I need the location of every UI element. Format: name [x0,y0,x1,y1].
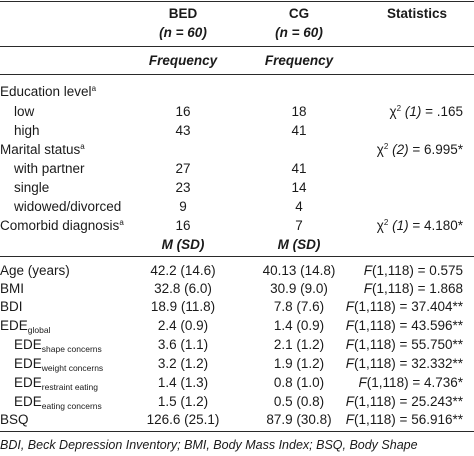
bed-msd-label: M (SD) [161,237,205,252]
cg-ede-eating: 0.5 (0.8) [273,394,325,409]
row-label-ede-shape: EDEshape concerns [14,337,102,354]
cg-ede-global: 1.4 (0.9) [273,318,325,333]
row-label-bdi: BDI [0,299,23,314]
row-label-ede-weight: EDEweight concerns [14,356,104,373]
msd-divider-rule [0,256,474,257]
statistics-column-title: Statistics [386,6,448,21]
row-label-widowed: widowed/divorced [14,199,122,214]
cg-bsq: 87.9 (30.8) [266,412,332,427]
bed-column-n: (n = 60) [159,25,207,40]
table-bottom-rule [0,431,474,432]
frequency-divider-rule [0,74,474,75]
cg-column-title: CG [288,6,310,21]
cg-bdi: 7.8 (7.6) [273,299,325,314]
cg-ede-shape: 2.1 (1.2) [273,337,325,352]
cg-bmi: 30.9 (9.0) [270,281,328,296]
bed-edu-low: 16 [175,104,191,119]
bed-ede-weight: 3.2 (1.2) [157,356,209,371]
bed-bdi: 18.9 (11.8) [150,299,216,314]
row-label-age: Age (years) [0,263,70,278]
cg-widowed: 4 [295,199,303,214]
stat-ede-weight: F(1,118) = 32.332** [345,356,463,371]
row-label-ede-restraint: EDErestraint eating [14,375,98,392]
stat-age: F(1,118) = 0.575 [363,263,463,278]
cg-comorbid: 7 [295,218,303,233]
cg-msd-label: M (SD) [277,237,321,252]
bed-edu-high: 43 [175,123,191,138]
row-label-bmi: BMI [0,281,25,296]
stat-ede-shape: F(1,118) = 55.750** [345,337,463,352]
bed-with-partner: 27 [175,161,191,176]
stat-education: χ2 (1) = .165 [389,104,463,119]
cg-age: 40.13 (14.8) [262,263,336,278]
bed-frequency-label: Frequency [148,53,218,68]
bed-single: 23 [175,180,191,195]
row-label-bsq: BSQ [0,412,29,427]
row-label-marital: Marital statusa [0,142,85,157]
bed-bsq: 126.6 (25.1) [146,412,220,427]
cg-frequency-label: Frequency [264,53,334,68]
bed-column-title: BED [168,6,198,21]
row-label-comorbid: Comorbid diagnosisa [0,218,124,233]
cg-ede-weight: 1.9 (1.2) [273,356,325,371]
stat-bmi: F(1,118) = 1.868 [363,281,463,296]
stat-ede-global: F(1,118) = 43.596** [345,318,463,333]
bed-bmi: 32.8 (6.0) [154,281,212,296]
row-label-education: Education levela [0,84,97,99]
cg-edu-high: 41 [291,123,307,138]
stat-ede-eating: F(1,118) = 25.243** [345,394,463,409]
bed-ede-global: 2.4 (0.9) [157,318,209,333]
bed-ede-restraint: 1.4 (1.3) [157,375,209,390]
stat-comorbid: χ2 (1) = 4.180* [376,218,463,233]
stat-ede-restraint: F(1,118) = 4.736* [358,375,463,390]
stat-bsq: F(1,118) = 56.916** [345,412,463,427]
bed-ede-shape: 3.6 (1.1) [157,337,209,352]
row-label-ede-eating: EDEeating concerns [14,394,102,411]
cg-single: 14 [291,180,307,195]
row-label-edu-high: high [14,123,40,138]
stat-bdi: F(1,118) = 37.404** [345,299,463,314]
bed-ede-eating: 1.5 (1.2) [157,394,209,409]
stat-marital: χ2 (2) = 6.995* [376,142,463,157]
cg-column-n: (n = 60) [275,25,323,40]
row-label-single: single [14,180,50,195]
cg-edu-low: 18 [291,104,307,119]
bed-comorbid: 16 [175,218,191,233]
table-footnote: BDI, Beck Depression Inventory; BMI, Bod… [0,438,418,452]
row-label-with-partner: with partner [14,161,85,176]
row-label-ede-global: EDEglobal [0,318,51,335]
row-label-edu-low: low [14,104,35,119]
table-top-rule [0,1,474,2]
cg-with-partner: 41 [291,161,307,176]
bed-widowed: 9 [179,199,187,214]
bed-age: 42.2 (14.6) [150,263,216,278]
cg-ede-restraint: 0.8 (1.0) [273,375,325,390]
header-divider-rule [0,46,474,47]
